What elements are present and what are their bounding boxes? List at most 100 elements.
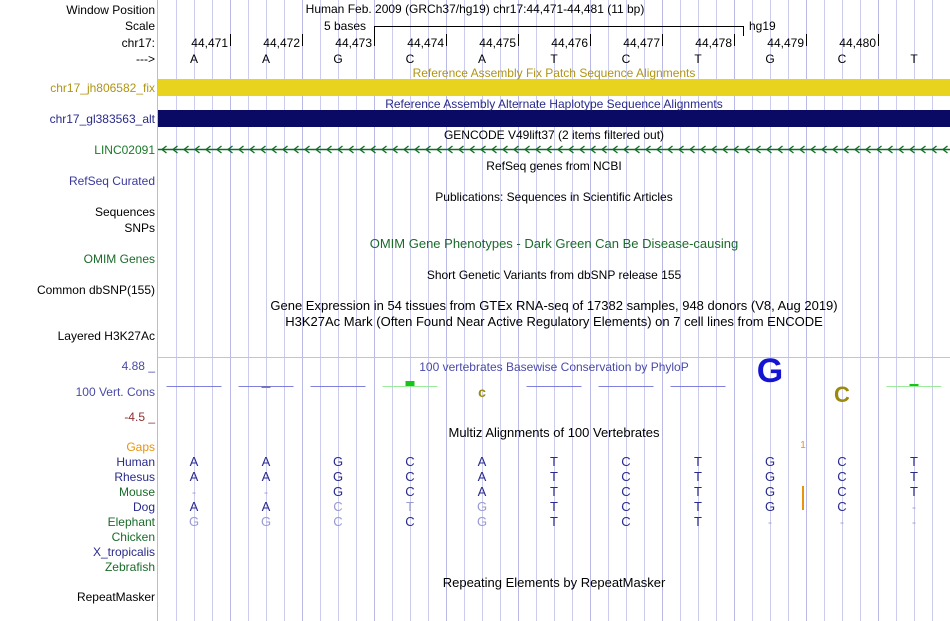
alignment-base: - (264, 485, 268, 499)
genome-version-tag: hg19 (749, 19, 776, 33)
label-species-x-tropicalis[interactable]: X_tropicalis (92, 545, 155, 559)
alignment-base: C (333, 499, 343, 514)
reference-base: C (837, 52, 847, 66)
label-snps[interactable]: SNPs (124, 221, 155, 235)
label-species-zebrafish[interactable]: Zebrafish (104, 560, 155, 574)
ruler-tick-label: 44,479 (767, 36, 804, 50)
alignment-base: T (550, 499, 558, 514)
reference-base: C (405, 52, 415, 66)
alignment-base: C (621, 454, 631, 469)
title-conservation: 100 vertebrates Basewise Conservation by… (419, 360, 689, 374)
label-species-mouse[interactable]: Mouse (118, 485, 155, 499)
alignment-base: A (189, 469, 199, 484)
ruler-tick (230, 34, 231, 46)
conservation-baseline (526, 386, 582, 388)
alignment-base: G (764, 484, 776, 499)
label-sequences[interactable]: Sequences (94, 205, 155, 219)
ruler-tick-label: 44,477 (623, 36, 660, 50)
conservation-base-glyph: C (834, 382, 850, 408)
label-gaps[interactable]: Gaps (126, 440, 155, 454)
conservation-baseline (166, 386, 222, 388)
alignment-base: A (261, 499, 271, 514)
track-data-column: Reference Assembly Fix Patch Sequence Al… (158, 0, 950, 621)
ruler-tick (662, 34, 663, 46)
label-common-dbsnp[interactable]: Common dbSNP(155) (36, 283, 155, 297)
conservation-baseline (238, 386, 294, 388)
alignment-base: C (837, 484, 847, 499)
alignment-base: C (405, 454, 415, 469)
label-window-position: Window Position (66, 3, 155, 17)
alignment-base: C (621, 514, 631, 529)
alignment-base: T (550, 484, 558, 499)
alignment-base: C (621, 499, 631, 514)
browser-header: Human Feb. 2009 (GRCh37/hg19) chr17:44,4… (0, 0, 950, 70)
label-species-rhesus[interactable]: Rhesus (114, 470, 155, 484)
assembly-title: Human Feb. 2009 (GRCh37/hg19) chr17:44,4… (305, 2, 645, 16)
alignment-base: - (840, 515, 844, 529)
alignment-base: A (261, 454, 271, 469)
alignment-base: T (694, 514, 702, 529)
ruler-tick-label: 44,478 (695, 36, 732, 50)
alignment-base: - (768, 515, 772, 529)
label-species-chicken[interactable]: Chicken (111, 530, 155, 544)
label-species-human[interactable]: Human (116, 455, 155, 469)
ruler-tick-label: 44,472 (263, 36, 300, 50)
conservation-base-glyph: G (756, 352, 784, 391)
title-fix-patch: Reference Assembly Fix Patch Sequence Al… (412, 66, 696, 80)
alignment-base: C (621, 469, 631, 484)
scale-bar (374, 26, 744, 36)
alignment-base: C (405, 469, 415, 484)
ruler-tick (518, 34, 519, 46)
gap-count-label: 1 (800, 440, 806, 451)
label-species-elephant[interactable]: Elephant (107, 515, 155, 529)
scale-bar-label: 5 bases (324, 19, 367, 33)
alignment-base: C (405, 514, 415, 529)
alt-haplotype-bar[interactable] (158, 110, 950, 127)
alignment-base: T (550, 469, 558, 484)
alignment-base: A (477, 484, 487, 499)
alignment-base: C (333, 514, 343, 529)
label-100-vert-cons[interactable]: 100 Vert. Cons (75, 385, 155, 399)
alignment-base: T (406, 499, 414, 514)
title-gtex: Gene Expression in 54 tissues from GTEx … (270, 298, 838, 313)
label-repeatmasker[interactable]: RepeatMasker (76, 590, 155, 604)
track-label-column: Window Position Scale chr17: ---> chr17_… (0, 0, 157, 621)
ruler-tick-label: 44,474 (407, 36, 444, 50)
alignment-base: C (837, 454, 847, 469)
conservation-baseline (670, 386, 726, 388)
reference-base: A (477, 52, 487, 66)
alignment-base: - (912, 500, 916, 514)
alignment-base: - (912, 515, 916, 529)
conservation-baseline (382, 386, 438, 388)
ruler-tick-label: 44,475 (479, 36, 516, 50)
label-refseq-curated[interactable]: RefSeq Curated (68, 174, 155, 188)
alignment-base: A (477, 454, 487, 469)
label-fix-patch[interactable]: chr17_jh806582_fix (50, 81, 155, 95)
title-omim: OMIM Gene Phenotypes - Dark Green Can Be… (369, 236, 739, 251)
title-h3k27ac: H3K27Ac Mark (Often Found Near Active Re… (285, 314, 823, 329)
alignment-base: T (694, 499, 702, 514)
alignment-base: T (694, 484, 702, 499)
alignment-base: T (694, 454, 702, 469)
ruler-tick (806, 34, 807, 46)
label-strand-arrow: ---> (136, 52, 155, 66)
gap-marker-bar (802, 486, 804, 510)
label-omim-genes[interactable]: OMIM Genes (83, 252, 155, 266)
ruler-tick-label: 44,480 (839, 36, 876, 50)
title-gencode: GENCODE V49lift37 (2 items filtered out) (443, 128, 665, 142)
fix-patch-bar[interactable] (158, 79, 950, 96)
ruler-tick (590, 34, 591, 46)
alignment-base: T (910, 454, 918, 469)
gencode-gene-arrow-line[interactable] (158, 144, 950, 155)
label-gencode-gene[interactable]: LINC02091 (94, 143, 155, 157)
conservation-baseline (310, 386, 366, 388)
reference-base: C (621, 52, 631, 66)
label-alt-haplotype[interactable]: chr17_gl383563_alt (49, 112, 155, 126)
title-alt-haplotype: Reference Assembly Alternate Haplotype S… (385, 97, 723, 111)
label-species-dog[interactable]: Dog (132, 500, 155, 514)
title-multiz: Multiz Alignments of 100 Vertebrates (448, 425, 660, 440)
label-layered-h3k27ac[interactable]: Layered H3K27Ac (57, 329, 155, 343)
label-column-divider (157, 0, 158, 621)
